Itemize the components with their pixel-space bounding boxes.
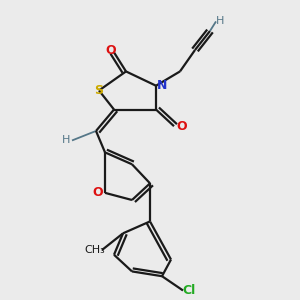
Text: O: O bbox=[92, 186, 103, 200]
Text: Cl: Cl bbox=[182, 284, 196, 297]
Text: CH₃: CH₃ bbox=[84, 245, 105, 255]
Text: S: S bbox=[94, 84, 103, 97]
Text: H: H bbox=[216, 16, 225, 26]
Text: N: N bbox=[157, 79, 167, 92]
Text: H: H bbox=[62, 136, 70, 146]
Text: O: O bbox=[176, 120, 187, 133]
Text: O: O bbox=[106, 44, 116, 56]
